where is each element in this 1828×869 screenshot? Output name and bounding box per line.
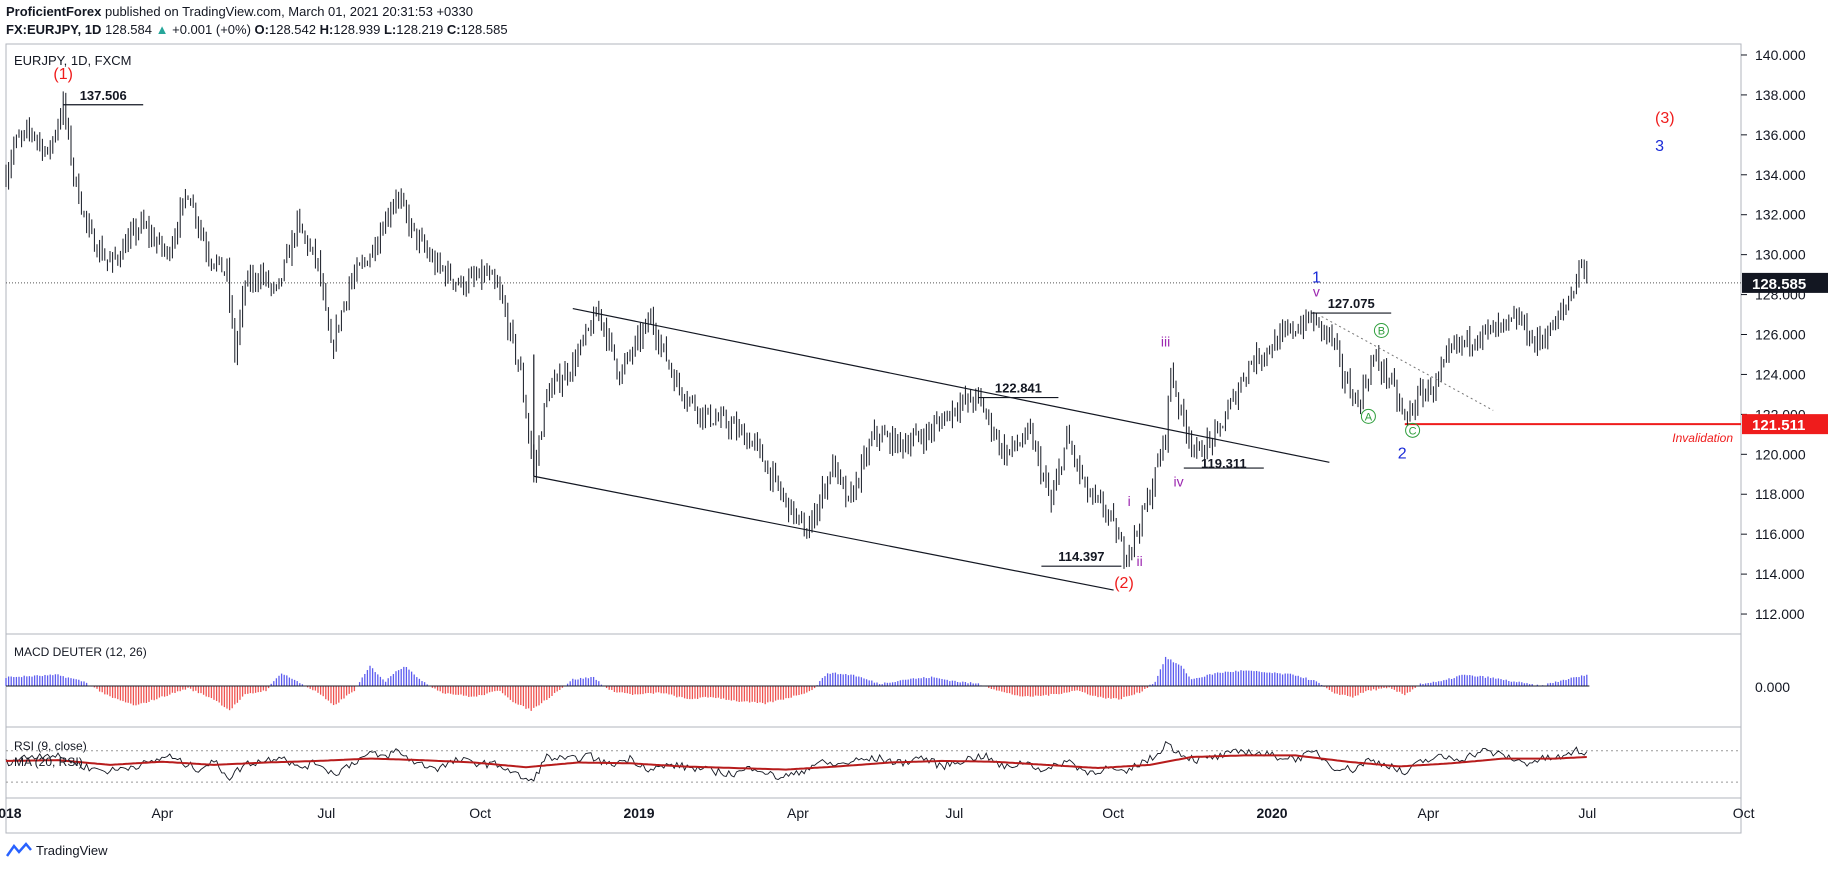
wave-label: i	[1128, 493, 1131, 509]
time-tick-label: Apr	[1418, 805, 1440, 821]
invalidation-price-badge	[1742, 414, 1828, 435]
symbol-info-line: FX:EURJPY, 1D 128.584 ▲ +0.001 (+0%) O:1…	[6, 22, 508, 38]
price-tick-label: 124.000	[1755, 366, 1806, 382]
low-label: L:	[383, 22, 397, 37]
macd-pane-title: MACD DEUTER (12, 26)	[14, 645, 147, 659]
low-value: 128.219	[396, 22, 444, 37]
wave-label: 3	[1655, 138, 1664, 155]
footer: TradingView	[6, 842, 108, 858]
channel-line	[572, 307, 1330, 463]
wave-label: iv	[1174, 473, 1184, 489]
rsi-pane-title: RSI (9, close)	[14, 739, 87, 753]
time-tick-label: Oct	[469, 805, 491, 821]
price-tick-label: 136.000	[1755, 127, 1806, 143]
price-tick-label: 118.000	[1755, 486, 1805, 502]
rsi-ma-line	[6, 754, 1587, 771]
rsi-pane	[5, 741, 1741, 783]
wave-label: A	[1365, 411, 1373, 423]
wave-label: (1)	[53, 66, 73, 83]
price-axis[interactable]: 112.000114.000116.000118.000120.000122.0…	[6, 47, 1828, 622]
time-tick-label: Oct	[1102, 805, 1124, 821]
last-price: 128.584	[105, 22, 152, 37]
time-tick-label: Apr	[151, 805, 173, 821]
price-pane-title: EURJPY, 1D, FXCM	[14, 53, 132, 68]
footer-brand[interactable]: TradingView	[36, 842, 108, 858]
price-tick-label: 134.000	[1755, 167, 1806, 183]
price-change: +0.001 (+0%)	[172, 22, 251, 37]
publish-text: published on TradingView.com, March 01, …	[104, 4, 473, 19]
wave-label: C	[1409, 425, 1417, 437]
price-level-label: 122.841	[995, 381, 1042, 396]
wave-label: 2	[1398, 445, 1407, 462]
time-tick-label: 2019	[623, 805, 654, 821]
time-tick-label: Oct	[1733, 805, 1755, 821]
symbol-line: FX:EURJPY, 1D	[6, 22, 102, 37]
price-tick-label: 140.000	[1755, 47, 1806, 63]
macd-histogram	[5, 656, 1590, 711]
close-value: 128.585	[460, 22, 508, 37]
price-tick-label: 138.000	[1755, 87, 1806, 103]
time-tick-label: Jul	[317, 805, 335, 821]
price-level-label: 127.075	[1328, 296, 1375, 311]
wave-label: B	[1378, 326, 1385, 338]
tradingview-logo-icon	[6, 842, 32, 857]
price-tick-label: 126.000	[1755, 327, 1806, 343]
channel-line	[533, 475, 1114, 591]
price-tick-label: 120.000	[1755, 446, 1806, 462]
price-tick-label: 116.000	[1755, 526, 1805, 542]
time-tick-label: 2018	[0, 805, 22, 821]
price-tick-label: 130.000	[1755, 247, 1806, 263]
price-level-label: 114.397	[1058, 549, 1104, 564]
wave-label-circle	[1373, 323, 1389, 339]
price-tick-label: 112.000	[1755, 606, 1805, 622]
publisher-name[interactable]: ProficientForex	[6, 4, 102, 19]
drawings: 137.506 122.841 114.397 119.311 127.075 (1) (2…	[53, 66, 1674, 592]
time-tick-label: Apr	[787, 805, 809, 821]
time-tick-label: 2020	[1256, 805, 1287, 821]
wave-label: (3)	[1655, 110, 1675, 127]
close-label: C:	[446, 22, 461, 37]
publish-info: ProficientForex published on TradingView…	[6, 4, 473, 20]
macd-zero-label: 0.000	[1755, 679, 1790, 695]
high-label: H:	[319, 22, 334, 37]
time-tick-label: Jul	[945, 805, 963, 821]
open-value: 128.542	[268, 22, 316, 37]
current-price-badge-label: 128.585	[1752, 276, 1806, 293]
wave-label: 1	[1312, 270, 1321, 287]
wave-label: v	[1313, 284, 1320, 300]
up-arrow-icon: ▲	[155, 22, 169, 37]
current-price-badge	[1742, 272, 1828, 293]
rsi-ma-title: MA (20, RSI)	[14, 755, 83, 769]
wave-label: ii	[1136, 553, 1142, 569]
price-tick-label: 114.000	[1755, 566, 1805, 582]
time-tick-label: Jul	[1578, 805, 1596, 821]
wave-label: (2)	[1114, 575, 1134, 592]
wave-label: iii	[1161, 333, 1170, 349]
chart-frame	[5, 43, 1742, 834]
high-value: 128.939	[333, 22, 381, 37]
invalidation-price-badge-label: 121.511	[1752, 417, 1805, 434]
price-level-label: 119.311	[1201, 456, 1247, 471]
invalidation-label: Invalidation	[1672, 431, 1733, 445]
price-bars	[5, 91, 1588, 569]
open-label: O:	[254, 22, 269, 37]
wave-label-circle	[1360, 408, 1376, 424]
price-level-label: 137.506	[80, 88, 127, 103]
time-axis[interactable]: 2018AprJulOct2019AprJulOct2020AprJulOct2…	[0, 805, 1828, 821]
price-tick-label: 132.000	[1755, 207, 1806, 223]
wave-label-circle	[1405, 422, 1421, 438]
